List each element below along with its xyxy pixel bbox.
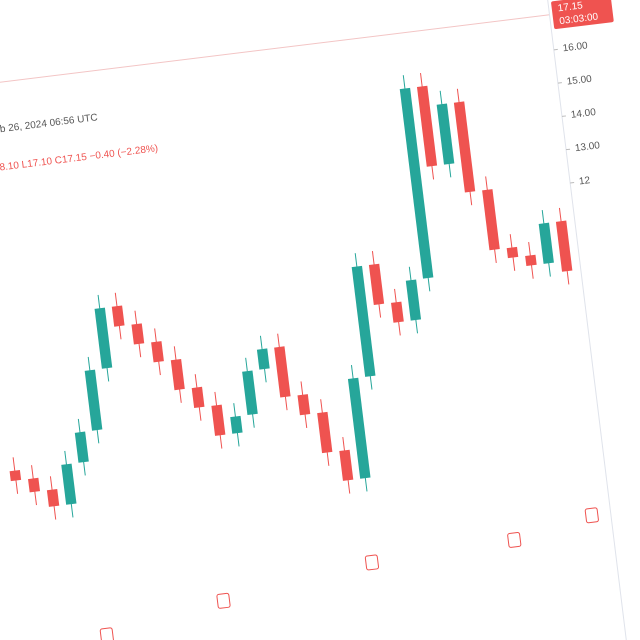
candle-body <box>94 307 113 369</box>
earnings-icon <box>216 592 231 609</box>
candle-body <box>256 348 270 370</box>
earnings-icon <box>364 554 380 571</box>
price-tag-value: 17.15 <box>557 0 584 14</box>
candle-body <box>416 85 438 167</box>
candle-body <box>61 463 77 505</box>
candle-body <box>111 305 125 327</box>
candle-body <box>538 222 554 264</box>
earnings-markers <box>99 507 599 640</box>
candle-body <box>391 301 404 323</box>
candle-body <box>230 415 243 434</box>
y-tick-label: 14.00 <box>570 107 597 121</box>
candle-body <box>46 488 60 507</box>
candle-body <box>453 101 476 193</box>
candle-body <box>525 254 537 266</box>
y-tick-label: 15.00 <box>566 74 593 88</box>
candle-body <box>506 246 519 259</box>
separator <box>0 14 550 94</box>
earnings-icon <box>99 627 114 640</box>
price-axis <box>536 0 640 640</box>
candle-body <box>436 103 455 165</box>
candle-body <box>482 189 500 251</box>
candle-body <box>274 346 291 398</box>
axis-line <box>536 0 630 640</box>
y-tick-label: 16.00 <box>562 40 589 54</box>
candle-body <box>405 279 422 321</box>
candle-body <box>211 404 226 436</box>
candle-body <box>317 411 333 454</box>
price-tag-countdown: 03:03:00 <box>559 11 599 27</box>
candle-body <box>191 386 205 409</box>
candle-body <box>351 265 376 377</box>
candle-body <box>131 323 145 345</box>
candle-body <box>28 477 41 493</box>
y-tick-label: 12 <box>578 175 591 187</box>
earnings-icon <box>584 507 599 524</box>
price-tag <box>551 0 614 30</box>
y-tick-label: 13.00 <box>574 140 601 154</box>
candle-body <box>339 449 354 481</box>
plot <box>9 72 573 520</box>
candle-body <box>368 263 385 305</box>
candle-body <box>399 87 434 279</box>
candle-body <box>242 370 258 415</box>
candle-body <box>9 469 22 482</box>
candle-body <box>74 431 89 463</box>
candle-body <box>297 394 311 416</box>
candle-body <box>170 358 185 391</box>
candle-body <box>151 341 164 363</box>
earnings-icon <box>507 532 522 548</box>
candle-body <box>555 220 573 272</box>
candle-body <box>347 377 371 479</box>
candle-body <box>84 369 103 431</box>
